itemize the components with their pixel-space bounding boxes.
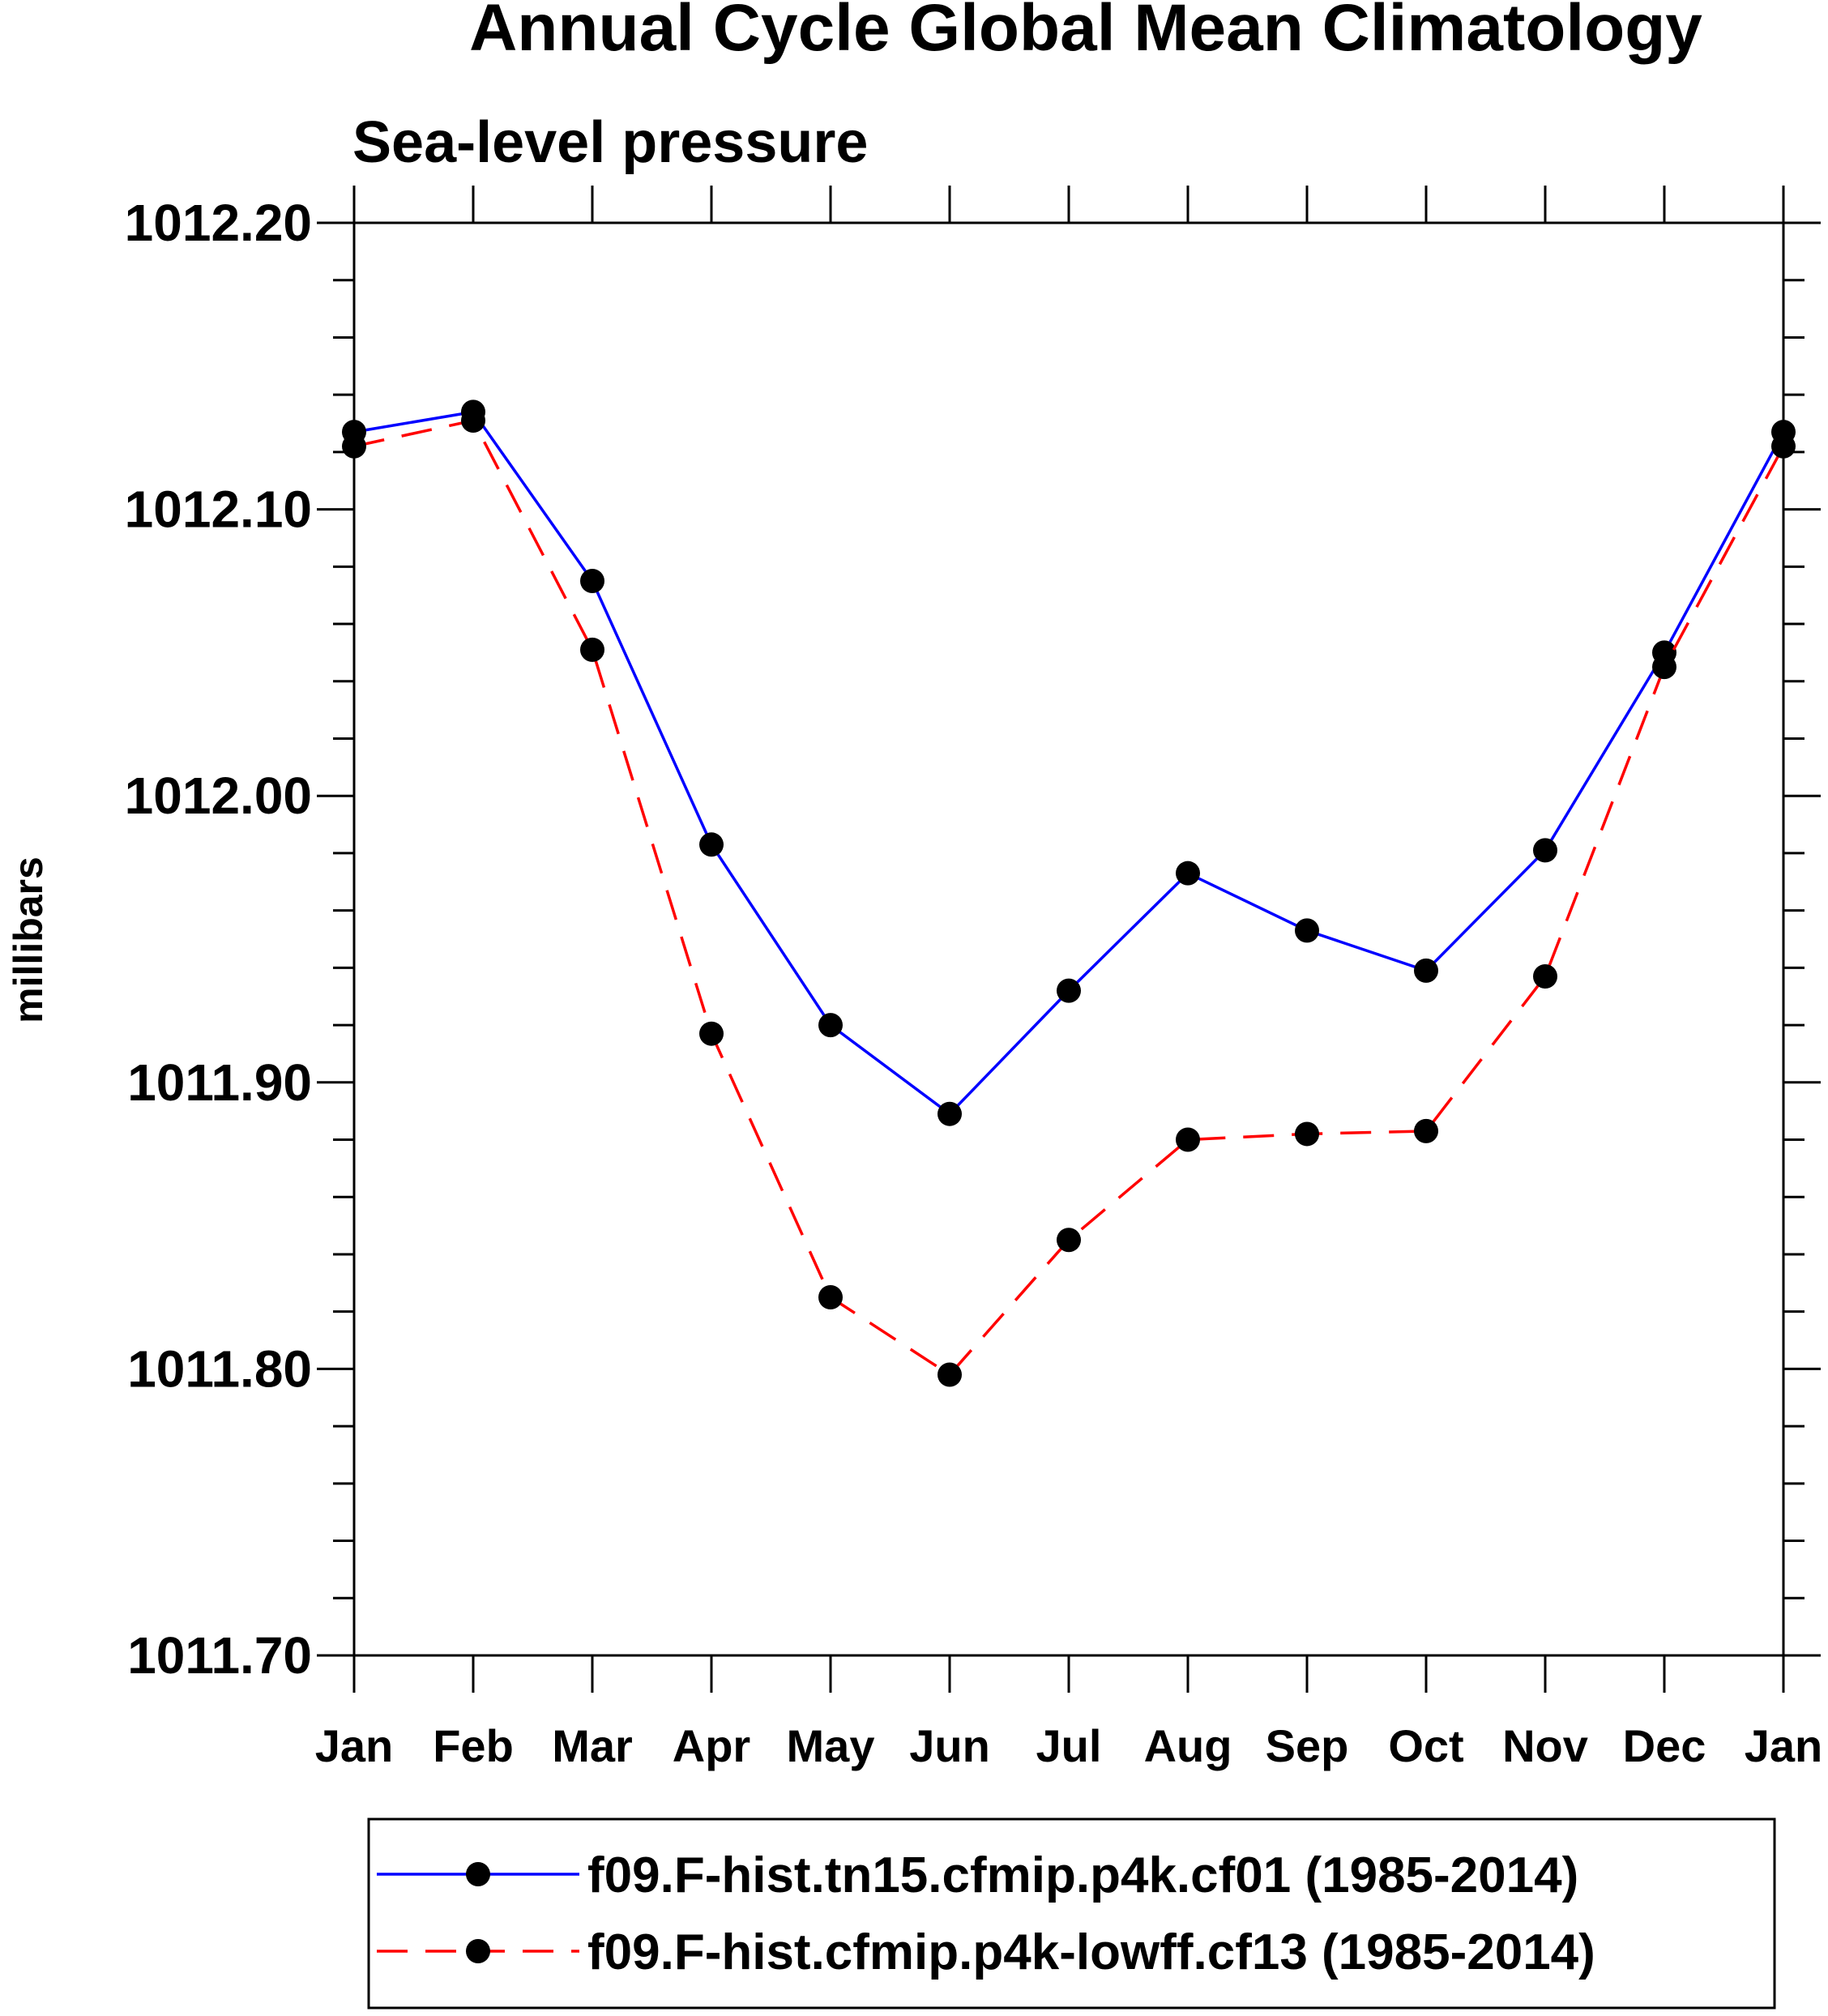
x-tick-label: Aug [1144,1720,1232,1771]
x-tick-label: Nov [1502,1720,1588,1771]
series-2-point [1533,963,1557,989]
y-tick-label: 1011.80 [127,1339,312,1398]
series-1-point [818,1013,843,1038]
y-tick-label: 1012.00 [125,767,312,825]
series-layer [342,399,1796,1387]
axis-ticks [317,186,1821,1693]
x-tick-label: Feb [433,1720,514,1771]
series-1-point [580,569,604,593]
y-tick-label: 1012.20 [125,194,312,252]
series-2-point [461,408,485,433]
series-2-point [1652,655,1676,680]
y-tick-label: 1011.70 [127,1626,312,1685]
x-tick-label: Mar [552,1720,633,1771]
series-2-point [818,1285,843,1309]
y-tick-label: 1011.90 [127,1053,312,1112]
x-tick-label: Dec [1623,1720,1706,1771]
legend-marker-1 [466,1862,490,1886]
y-tick-label: 1012.10 [125,481,312,539]
chart-title: Annual Cycle Global Mean Climatology [469,0,1702,65]
series-2-point [937,1362,962,1387]
x-tick-label: Jul [1036,1720,1102,1771]
series-2-point [1176,1127,1200,1152]
series-2-point [1414,1118,1438,1143]
legend-label-2: f09.F-hist.cfmip.p4k-lowff.cf13 (1985-20… [587,1924,1595,1980]
series-1-point [1295,918,1319,943]
x-tick-labels: Jan Feb Mar Apr May Jun Jul Aug Sep Oct Nov Dec Jan [315,1720,1823,1771]
chart-subtitle: Sea-level pressure [352,110,868,175]
x-tick-label: Jan [1745,1720,1823,1771]
series-2-point [1057,1228,1081,1253]
series-1-point [1414,958,1438,983]
x-tick-label: Sep [1266,1720,1349,1771]
x-tick-label: Jan [315,1720,394,1771]
series-2-point [699,1021,724,1046]
x-tick-label: Jun [909,1720,990,1771]
series-2-point [1295,1121,1319,1147]
series-1-point [699,832,724,857]
series-1-point [937,1101,962,1126]
legend-box [367,1817,1776,2010]
legend-marker-2 [466,1939,490,1963]
y-tick-labels: 1011.70 1011.80 1011.90 1012.00 1012.10 1012.… [125,194,312,1685]
legend-label-1: f09.F-hist.tn15.cfmip.p4k.cf01 (1985-201… [587,1847,1578,1903]
series-2-point [580,637,604,662]
series-1-point [1057,978,1081,1003]
series-1-point [1176,861,1200,886]
x-tick-label: Oct [1388,1720,1463,1771]
x-tick-label: May [787,1720,875,1771]
x-tick-label: Apr [673,1720,750,1771]
series-1-point [1533,838,1557,863]
legend: f09.F-hist.tn15.cfmip.p4k.cf01 (1985-201… [367,1817,1776,2010]
y-axis-label: millibars [6,856,51,1023]
plot-frame [352,221,1785,1657]
series-line-1 [353,410,1785,1117]
